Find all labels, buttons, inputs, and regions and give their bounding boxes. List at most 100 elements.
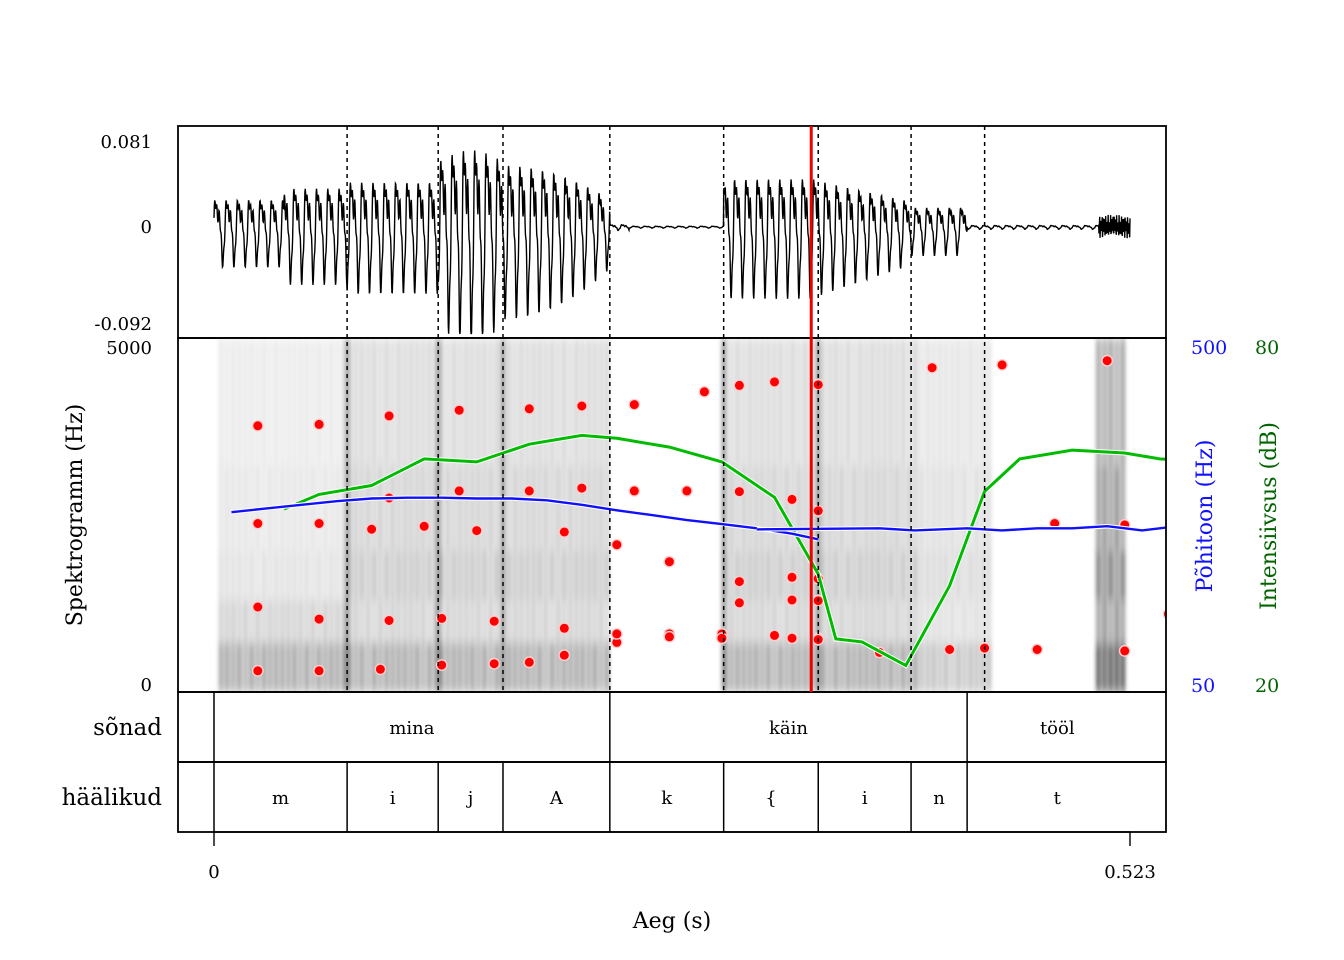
spectrogram-cell: [366, 338, 370, 466]
spectrogram-cell: [219, 642, 223, 692]
spectrogram-cell: [243, 600, 248, 643]
spectrogram-cell: [427, 642, 432, 692]
spectrogram-cell: [372, 550, 376, 600]
spectrogram-cell: [1121, 465, 1125, 551]
spectrogram-cell: [341, 642, 346, 692]
spectrogram-cell: [913, 600, 918, 643]
spectrogram-cell: [525, 600, 530, 643]
spectrogram-cell: [742, 642, 746, 692]
spectrogram-cell: [754, 600, 758, 643]
spectrogram-cell: [219, 550, 223, 600]
spectrogram-cell: [249, 550, 254, 600]
spectrogram-cell: [846, 465, 850, 551]
intensity-axis-label: Intensiivsus (dB): [1257, 422, 1282, 610]
spectrogram-cell: [981, 338, 985, 466]
formant-point-F4b: [1225, 479, 1235, 489]
spectrogram-cell: [219, 338, 223, 466]
spectrogram-cell: [525, 338, 530, 466]
spectrogram-cell: [950, 642, 954, 692]
spectrogram-cell: [421, 550, 425, 600]
spectrogram-cell: [427, 465, 432, 551]
formant-point-F1: [1190, 650, 1200, 660]
spectrogram-cell: [1115, 642, 1119, 692]
formant-point-F2c: [1162, 608, 1166, 620]
pitch-curve-1: [231, 496, 819, 541]
spectrogram-cell: [729, 600, 734, 643]
formant-point-F5: [628, 398, 641, 411]
spectrogram-cell: [580, 600, 585, 643]
formant-point-F2c: [1207, 612, 1217, 622]
spectrogram-cell: [476, 550, 481, 600]
phone-label: k: [661, 788, 673, 809]
spectrogram-cell: [797, 338, 801, 466]
spectrogram-cell: [858, 642, 862, 692]
spectrogram-cell: [735, 338, 740, 466]
spectrogram-cell: [329, 550, 333, 600]
spectrogram-cell: [876, 338, 881, 466]
spectrogram-cell: [956, 550, 960, 600]
spectrogram-cell: [742, 338, 746, 466]
spectrogram-cell: [372, 642, 376, 692]
spectrogram-cell: [901, 642, 905, 692]
formant-point-F3: [663, 555, 676, 568]
spectrogram-cell: [870, 338, 875, 466]
spectrogram-cell: [348, 550, 352, 600]
spectrogram-cell: [791, 600, 795, 643]
formant-point-F3: [610, 538, 623, 551]
spectrogram-cell: [926, 550, 930, 600]
spectrogram-cell: [397, 465, 401, 551]
spectrogram-cell: [243, 642, 248, 692]
spectrogram-cell: [482, 338, 487, 466]
spectrogram-cell: [754, 642, 758, 692]
spectrogram-burst: [345, 338, 350, 692]
spectrogram-cell: [968, 338, 973, 466]
spectrogram-cell: [987, 465, 991, 551]
spectrogram-cell: [305, 465, 309, 551]
spectrogram-cell: [834, 550, 838, 600]
spectrogram-cell: [538, 465, 542, 551]
spectrogram-cell: [968, 465, 973, 551]
spectrogram-cell: [513, 465, 517, 551]
spectrogram-cell: [956, 642, 960, 692]
spectrogram-cell: [519, 642, 523, 692]
spectrogram-cell: [919, 465, 924, 551]
spectrogram-cell: [360, 465, 364, 551]
spectrogram-cell: [458, 550, 462, 600]
spectrogram-cell: [729, 642, 734, 692]
spectrogram-cell: [1096, 550, 1101, 600]
spectrogram-cell: [237, 550, 241, 600]
formant-point-F4: [681, 484, 693, 497]
spectrogram-cell: [932, 642, 936, 692]
spectrogram-cell: [938, 642, 942, 692]
spectrogram-cell: [464, 465, 468, 551]
spectrogram-cell: [760, 550, 764, 600]
spectrogram-cell: [378, 550, 382, 600]
spectrogram-cell: [470, 465, 474, 551]
spectrogram-cell: [797, 465, 801, 551]
waveform-trace: [213, 150, 1131, 335]
spectrogram-cell: [274, 338, 278, 466]
spectrogram-cell: [531, 642, 536, 692]
spectrogram-cell: [470, 642, 474, 692]
phone-label: i: [390, 788, 396, 809]
spectrogram-cell: [341, 550, 346, 600]
spectrogram-cell: [889, 465, 893, 551]
spectrogram-cell: [760, 465, 764, 551]
spectrogram-cell: [427, 550, 432, 600]
spectrogram-cell: [895, 465, 899, 551]
spectrogram-cell: [507, 600, 511, 643]
spectrogram-cell: [513, 600, 517, 643]
spectrogram-cell: [274, 550, 278, 600]
spectrogram-cell: [525, 465, 530, 551]
spectrogram-cell: [889, 642, 893, 692]
spectrogram-cell: [766, 465, 770, 551]
spectrogram-cell: [550, 465, 554, 551]
spectrogram-cell: [409, 338, 413, 466]
spectrogram-cell: [354, 642, 358, 692]
spectrogram-cell: [568, 550, 573, 600]
word-label: tööl: [1040, 718, 1075, 739]
spectrogram-ylabel: Spektrogramm (Hz): [63, 404, 88, 626]
x-axis: 0 0.523 Aeg (s): [208, 831, 1156, 934]
spectrogram-cell: [268, 600, 272, 643]
spectrogram-cell: [944, 338, 948, 466]
